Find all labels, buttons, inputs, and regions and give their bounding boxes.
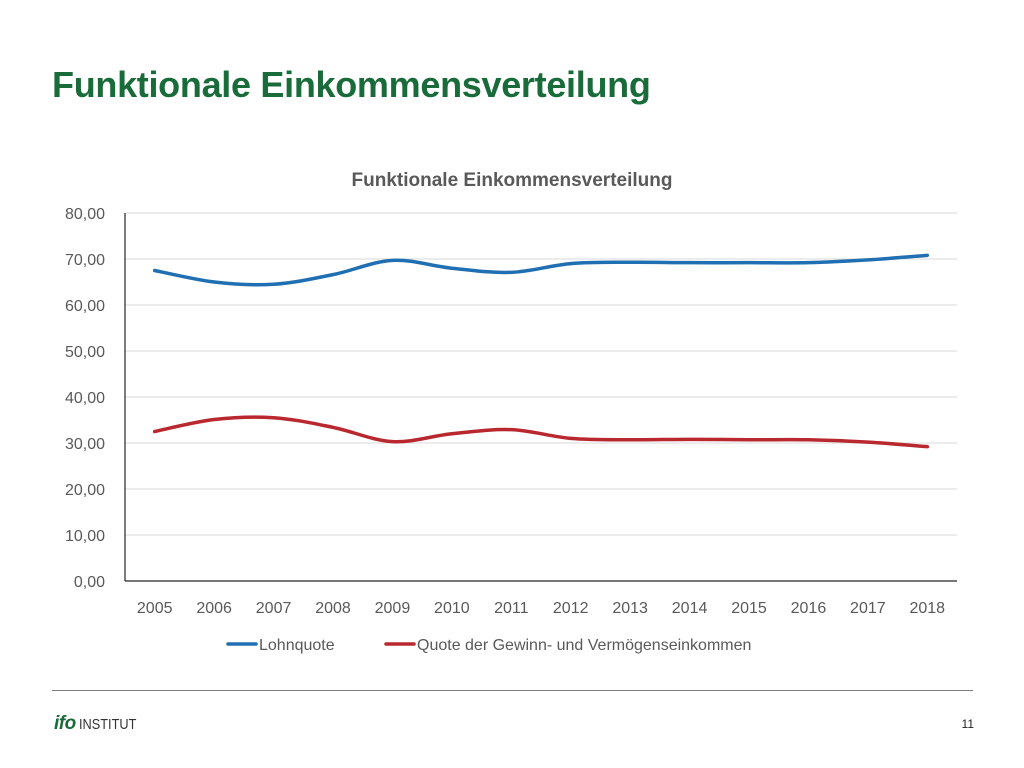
series-line-2 (152, 415, 930, 449)
y-tick-label: 30,00 (65, 436, 105, 453)
x-tick-label: 2006 (196, 600, 232, 617)
x-tick-label: 2018 (909, 600, 945, 617)
logo-mark: ifo (54, 713, 76, 734)
series-line-1 (152, 253, 930, 287)
y-tick-label: 70,00 (65, 252, 105, 269)
legend: Lohnquote Quote der Gewinn- und Vermögens… (226, 637, 751, 654)
y-tick-label: 10,00 (65, 528, 105, 545)
y-tick-label: 50,00 (65, 344, 105, 361)
ifo-institut-logo: ifo INSTITUT (54, 711, 146, 733)
y-tick-label: 80,00 (65, 206, 105, 223)
footer-divider (52, 690, 973, 691)
x-tick-label: 2008 (315, 600, 351, 617)
x-tick-label: 2017 (850, 600, 886, 617)
axes (124, 213, 957, 582)
chart-title: Funktionale Einkommensverteilung (352, 170, 673, 191)
x-tick-label: 2012 (553, 600, 589, 617)
logo-text: INSTITUT (78, 716, 137, 733)
y-tick-label: 20,00 (65, 482, 105, 499)
legend-label-1: Lohnquote (259, 637, 335, 654)
x-tick-label: 2015 (731, 600, 767, 617)
legend-label-2: Quote der Gewinn- und Vermögenseinkommen (417, 637, 751, 654)
y-axis-tick-labels: 0,00 10,00 20,00 30,00 40,00 50,00 60,00 70,00 8… (65, 206, 105, 591)
x-tick-label: 2009 (375, 600, 411, 617)
x-tick-label: 2007 (256, 600, 292, 617)
x-tick-label: 2011 (494, 600, 529, 617)
y-tick-label: 60,00 (65, 298, 105, 315)
page-title: Funktionale Einkommensverteilung (52, 64, 651, 105)
series-lines (152, 253, 930, 449)
x-tick-label: 2014 (672, 600, 708, 617)
x-tick-label: 2010 (434, 600, 470, 617)
x-tick-label: 2016 (791, 600, 827, 617)
x-tick-label: 2005 (137, 600, 173, 617)
x-axis-tick-labels: 2005 2006 2007 2008 2009 2010 2011 2012 2013 2014… (137, 600, 945, 617)
y-tick-label: 0,00 (74, 574, 105, 591)
gridlines (125, 212, 957, 536)
page-number: 11 (961, 717, 974, 731)
y-tick-label: 40,00 (65, 390, 105, 407)
x-tick-label: 2013 (612, 600, 648, 617)
